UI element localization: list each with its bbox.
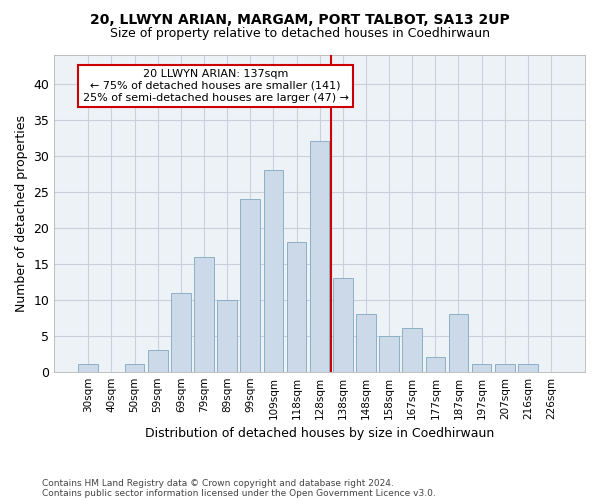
- Bar: [79, 364, 98, 372]
- Bar: [449, 314, 469, 372]
- Bar: [171, 292, 191, 372]
- Bar: [518, 364, 538, 372]
- Bar: [125, 364, 145, 372]
- Text: Contains HM Land Registry data © Crown copyright and database right 2024.: Contains HM Land Registry data © Crown c…: [42, 478, 394, 488]
- Bar: [495, 364, 515, 372]
- Text: 20, LLWYN ARIAN, MARGAM, PORT TALBOT, SA13 2UP: 20, LLWYN ARIAN, MARGAM, PORT TALBOT, SA…: [90, 12, 510, 26]
- Bar: [425, 358, 445, 372]
- Bar: [217, 300, 237, 372]
- Bar: [472, 364, 491, 372]
- Text: Size of property relative to detached houses in Coedhirwaun: Size of property relative to detached ho…: [110, 28, 490, 40]
- Bar: [403, 328, 422, 372]
- Bar: [379, 336, 399, 372]
- Bar: [263, 170, 283, 372]
- Text: Contains public sector information licensed under the Open Government Licence v3: Contains public sector information licen…: [42, 488, 436, 498]
- Bar: [287, 242, 307, 372]
- Bar: [194, 256, 214, 372]
- Bar: [241, 199, 260, 372]
- Bar: [333, 278, 353, 372]
- Bar: [356, 314, 376, 372]
- X-axis label: Distribution of detached houses by size in Coedhirwaun: Distribution of detached houses by size …: [145, 427, 494, 440]
- Text: 20 LLWYN ARIAN: 137sqm
← 75% of detached houses are smaller (141)
25% of semi-de: 20 LLWYN ARIAN: 137sqm ← 75% of detached…: [83, 70, 349, 102]
- Y-axis label: Number of detached properties: Number of detached properties: [15, 115, 28, 312]
- Bar: [148, 350, 167, 372]
- Bar: [310, 142, 329, 372]
